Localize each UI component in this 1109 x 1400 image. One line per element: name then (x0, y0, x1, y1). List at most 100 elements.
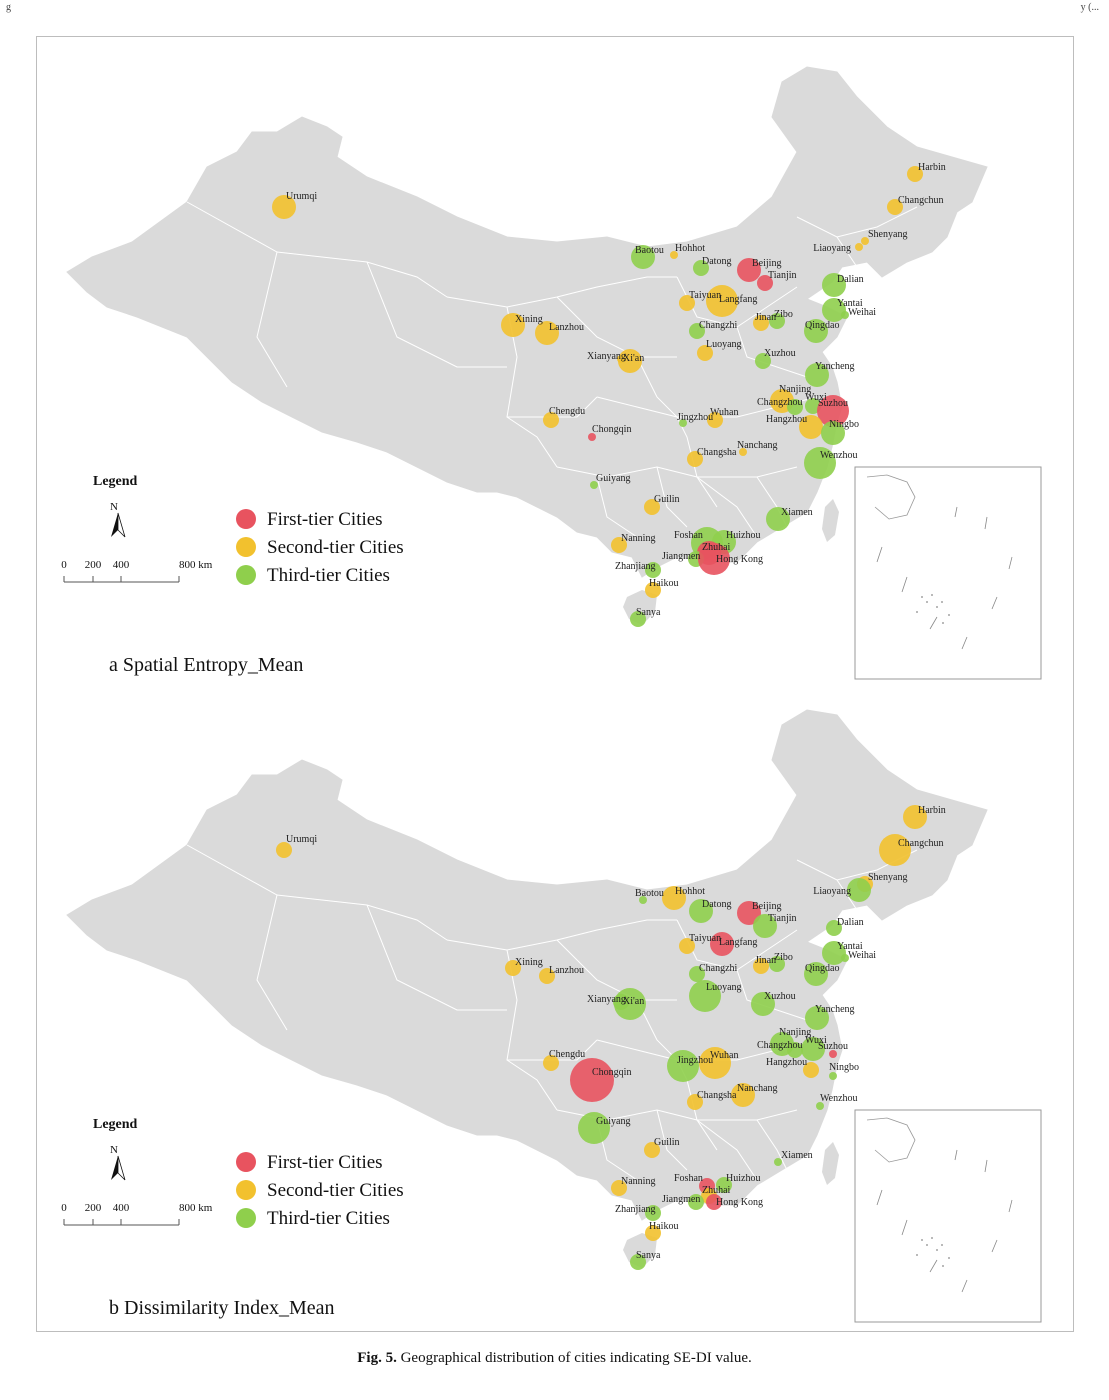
city-marker (855, 243, 863, 251)
province-boundary (366, 904, 507, 1011)
scale-label: 400 (113, 559, 130, 571)
city-marker (698, 543, 730, 575)
city-label: Wenzhou (820, 450, 858, 461)
city-marker (631, 245, 655, 269)
scale-bar: 0 200 400 800 km (61, 559, 213, 583)
nine-dash-segment (1008, 1199, 1013, 1213)
scale-bar: 0 200 400 800 km (61, 1202, 213, 1226)
legend-swatch-first (236, 509, 256, 529)
city-label: Nanjing (779, 384, 811, 395)
city-marker (501, 313, 525, 337)
header-left-text: g (6, 2, 11, 13)
map-canvas-b: Urumqi Harbin Changchun Shenyang Liaoyang Bao… (61, 709, 1042, 1323)
city-label: Hong Kong (716, 554, 763, 565)
city-label: Foshan (674, 1173, 703, 1184)
north-arrow-right (117, 1155, 126, 1181)
city-marker (753, 315, 769, 331)
legend-swatch-first (236, 1152, 256, 1172)
city-marker (689, 323, 705, 339)
city-label: Sanya (636, 607, 661, 618)
city-marker (829, 1050, 837, 1058)
city-marker (645, 1205, 661, 1221)
city-label: Weihai (848, 950, 876, 961)
inset-frame (854, 466, 1042, 680)
city-label: Urumqi (286, 834, 317, 845)
city-marker (670, 251, 678, 259)
city-marker (535, 321, 559, 345)
province-boundary (756, 1119, 788, 1171)
legend-swatch-third (236, 1208, 256, 1228)
city-marker (753, 914, 777, 938)
city-label: Changzhou (757, 1040, 803, 1051)
city-label: Guilin (654, 1137, 680, 1148)
scale-label: 400 (113, 1202, 130, 1214)
city-label: Zhuhai (702, 542, 731, 553)
city-label: Zhanjiang (615, 1204, 656, 1215)
city-label: Xiamen (781, 507, 813, 518)
city-label: Liaoyang (813, 886, 851, 897)
city-marker (739, 448, 747, 456)
city-label: Haikou (649, 1221, 678, 1232)
city-marker (716, 1177, 732, 1193)
province-boundary (696, 476, 758, 538)
city-marker (706, 285, 738, 317)
province-boundary (256, 894, 288, 1031)
city-label: Luoyang (706, 339, 742, 350)
city-label: Chongqin (592, 1067, 631, 1078)
province-boundary (796, 206, 918, 238)
province-boundary (507, 396, 598, 418)
province-boundary (446, 276, 677, 308)
city-label: Foshan (674, 530, 703, 541)
province-boundary (636, 356, 718, 508)
city-label: Tianjin (768, 913, 797, 924)
city-label: Wuhan (710, 1050, 738, 1061)
city-marker (766, 507, 790, 531)
city-label: Yancheng (815, 1004, 855, 1015)
city-marker (826, 920, 842, 936)
legend-label-first: First-tier Cities (267, 1152, 383, 1173)
province-boundary (556, 939, 677, 1001)
north-arrow-right (117, 512, 126, 538)
nine-dash-segment (991, 596, 998, 610)
city-marker (847, 878, 871, 902)
inset-island (921, 1239, 923, 1241)
city-label: Hangzhou (766, 414, 807, 425)
city-label: Hohhot (675, 886, 705, 897)
nine-dash-segment (954, 1149, 958, 1161)
city-label: Changchun (898, 195, 944, 206)
city-label: Chengdu (549, 406, 585, 417)
city-label: Yantai (837, 298, 863, 309)
city-label: Beijing (752, 901, 781, 912)
south-china-sea-inset (854, 1109, 1042, 1323)
nine-dash-segment (1008, 556, 1013, 570)
city-marker (618, 349, 642, 373)
city-marker (667, 1050, 699, 1082)
north-arrow-icon: N (110, 1144, 126, 1181)
province-boundary (836, 879, 858, 911)
city-label: Hohhot (675, 243, 705, 254)
city-label: Chongqin (592, 424, 631, 435)
city-label: Zibo (774, 309, 793, 320)
city-marker (688, 1194, 704, 1210)
city-marker (679, 295, 695, 311)
city-marker (787, 1042, 803, 1058)
city-label: Wenzhou (820, 1093, 858, 1104)
city-label: Guiyang (596, 1116, 630, 1127)
city-label: Urumqi (286, 191, 317, 202)
city-marker (769, 313, 785, 329)
city-marker (737, 258, 761, 282)
inset-island (916, 611, 918, 613)
inset-island (916, 1254, 918, 1256)
city-label: Langfang (719, 294, 757, 305)
city-marker (687, 451, 703, 467)
city-marker (731, 1083, 755, 1107)
city-marker (611, 1180, 627, 1196)
city-marker (804, 447, 836, 479)
map-panel-a: Urumqi Harbin Changchun Shenyang Liaoyang Bao… (37, 37, 1073, 682)
city-marker (645, 582, 661, 598)
city-label: Jingzhou (677, 412, 713, 423)
inset-frame (854, 1109, 1042, 1323)
city-label: Luoyang (706, 982, 742, 993)
city-label: Ningbo (829, 1062, 859, 1073)
city-marker (887, 199, 903, 215)
